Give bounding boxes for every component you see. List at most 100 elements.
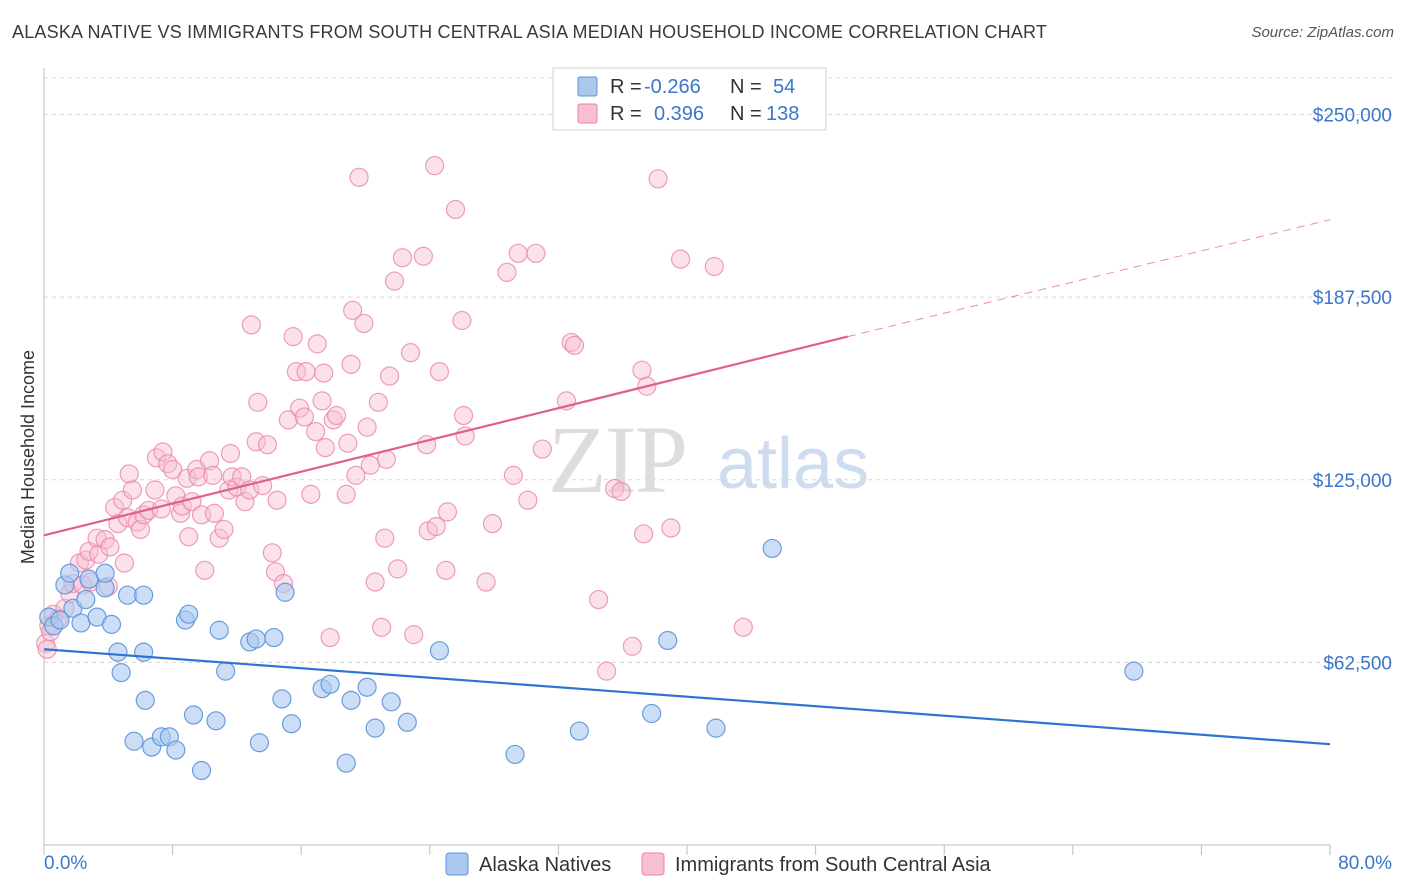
- pink-point-123: [564, 335, 585, 355]
- y-tick-labels: $62,500 $125,000 $187,500 $250,000: [1313, 106, 1392, 675]
- watermark-zip: ZIP: [548, 406, 686, 513]
- blue-point-50: [658, 630, 678, 651]
- pink-point-114: [482, 513, 503, 534]
- pink-point-17: [100, 537, 120, 557]
- pink-point-100: [404, 625, 424, 645]
- pink-point-104: [425, 156, 445, 176]
- pink-point-57: [241, 315, 261, 335]
- blue-point-40: [336, 753, 356, 773]
- pink-point-20: [113, 490, 133, 510]
- x-tick-label-min: 0.0%: [44, 853, 87, 874]
- pink-point-29: [145, 480, 165, 500]
- legend-n-value-2: 138: [766, 103, 799, 125]
- blue-point-30: [216, 661, 236, 681]
- pink-point-21: [114, 553, 134, 573]
- trend-line-immigrants: [43, 335, 849, 537]
- pink-point-76: [314, 363, 334, 383]
- y-axis-title: Median Household Income: [18, 350, 38, 564]
- legend-r-label-2: R =: [610, 103, 642, 125]
- pink-point-119: [526, 243, 546, 263]
- legend-bottom-swatch-blue: [445, 852, 469, 876]
- pink-point-99: [400, 343, 421, 363]
- pink-point-90: [365, 572, 385, 592]
- watermark-atlas: atlas: [717, 424, 869, 504]
- pink-point-64: [267, 490, 287, 510]
- pink-point-18: [105, 497, 125, 518]
- pink-point-125: [597, 661, 617, 681]
- pink-point-109: [445, 199, 466, 220]
- pink-point-92: [371, 617, 392, 637]
- pink-point-84: [343, 300, 363, 320]
- blue-point-12: [101, 614, 122, 634]
- pink-point-124: [588, 589, 609, 610]
- pink-point-130: [633, 524, 654, 544]
- pink-point-73: [306, 421, 326, 442]
- pink-point-23: [119, 464, 139, 484]
- gridlines: [44, 77, 1392, 663]
- pink-point-128: [622, 636, 642, 656]
- pink-point-118: [518, 490, 538, 510]
- pink-point-83: [341, 354, 361, 374]
- pink-point-46: [203, 465, 223, 485]
- pink-point-133: [661, 518, 681, 538]
- legend-box: [552, 67, 827, 131]
- blue-point-28: [206, 711, 226, 731]
- pink-point-116: [503, 465, 523, 485]
- pink-point-78: [320, 627, 340, 648]
- pink-point-115: [497, 262, 517, 282]
- legend-bottom-swatch-pink: [641, 852, 665, 876]
- pink-point-45: [199, 451, 220, 471]
- y-tick-label-1: $125,000: [1313, 471, 1392, 492]
- pink-point-47: [204, 503, 224, 523]
- blue-point-51: [706, 718, 726, 738]
- y-tick-label-2: $187,500: [1313, 288, 1392, 309]
- blue-point-26: [183, 705, 204, 725]
- pink-point-75: [312, 391, 332, 411]
- pink-point-59: [248, 392, 268, 412]
- blue-point-42: [357, 677, 377, 697]
- pink-point-110: [452, 310, 472, 331]
- pink-point-52: [222, 467, 242, 487]
- legend-n-label-2: N =: [730, 103, 762, 125]
- pink-point-105: [426, 516, 446, 537]
- blue-point-6: [71, 613, 91, 633]
- blue-point-13: [108, 642, 128, 662]
- pink-point-48: [209, 528, 229, 548]
- blue-point-44: [381, 692, 401, 712]
- pink-point-98: [392, 248, 413, 268]
- pink-point-88: [357, 417, 377, 437]
- pink-point-58: [246, 432, 266, 452]
- pink-point-68: [286, 362, 306, 382]
- blue-point-34: [264, 627, 284, 648]
- pink-point-24: [122, 480, 143, 500]
- pink-point-51: [220, 443, 241, 464]
- pink-point-74: [307, 334, 327, 354]
- pink-point-80: [326, 405, 347, 426]
- pink-point-106: [429, 362, 450, 382]
- pink-point-136: [733, 617, 753, 637]
- pink-point-34: [163, 459, 183, 480]
- y-tick-label-0: $62,500: [1323, 653, 1392, 674]
- trend-line-alaska: [43, 648, 1331, 746]
- pink-point-69: [289, 398, 310, 418]
- blue-point-41: [341, 690, 361, 710]
- correlation-legend: R = -0.266 N = 54 R = 0.396 N = 138: [552, 67, 827, 131]
- blue-point-39: [320, 674, 340, 694]
- pink-point-108: [437, 502, 458, 522]
- trend-line-immigrants-extension: [847, 219, 1331, 338]
- legend-n-label-1: N =: [730, 76, 762, 98]
- blue-point-45: [397, 712, 417, 732]
- blue-point-17: [134, 642, 154, 662]
- blue-point-43: [365, 718, 385, 738]
- pink-point-36: [171, 503, 191, 523]
- blue-point-11: [95, 563, 115, 583]
- blue-point-27: [191, 760, 212, 781]
- blue-point-29: [209, 620, 229, 640]
- blue-point-37: [281, 714, 302, 734]
- blue-point-7: [76, 589, 96, 610]
- pink-point-77: [315, 438, 335, 458]
- legend-swatch-pink: [577, 103, 598, 124]
- blue-point-48: [569, 721, 589, 741]
- pink-point-87: [354, 313, 374, 334]
